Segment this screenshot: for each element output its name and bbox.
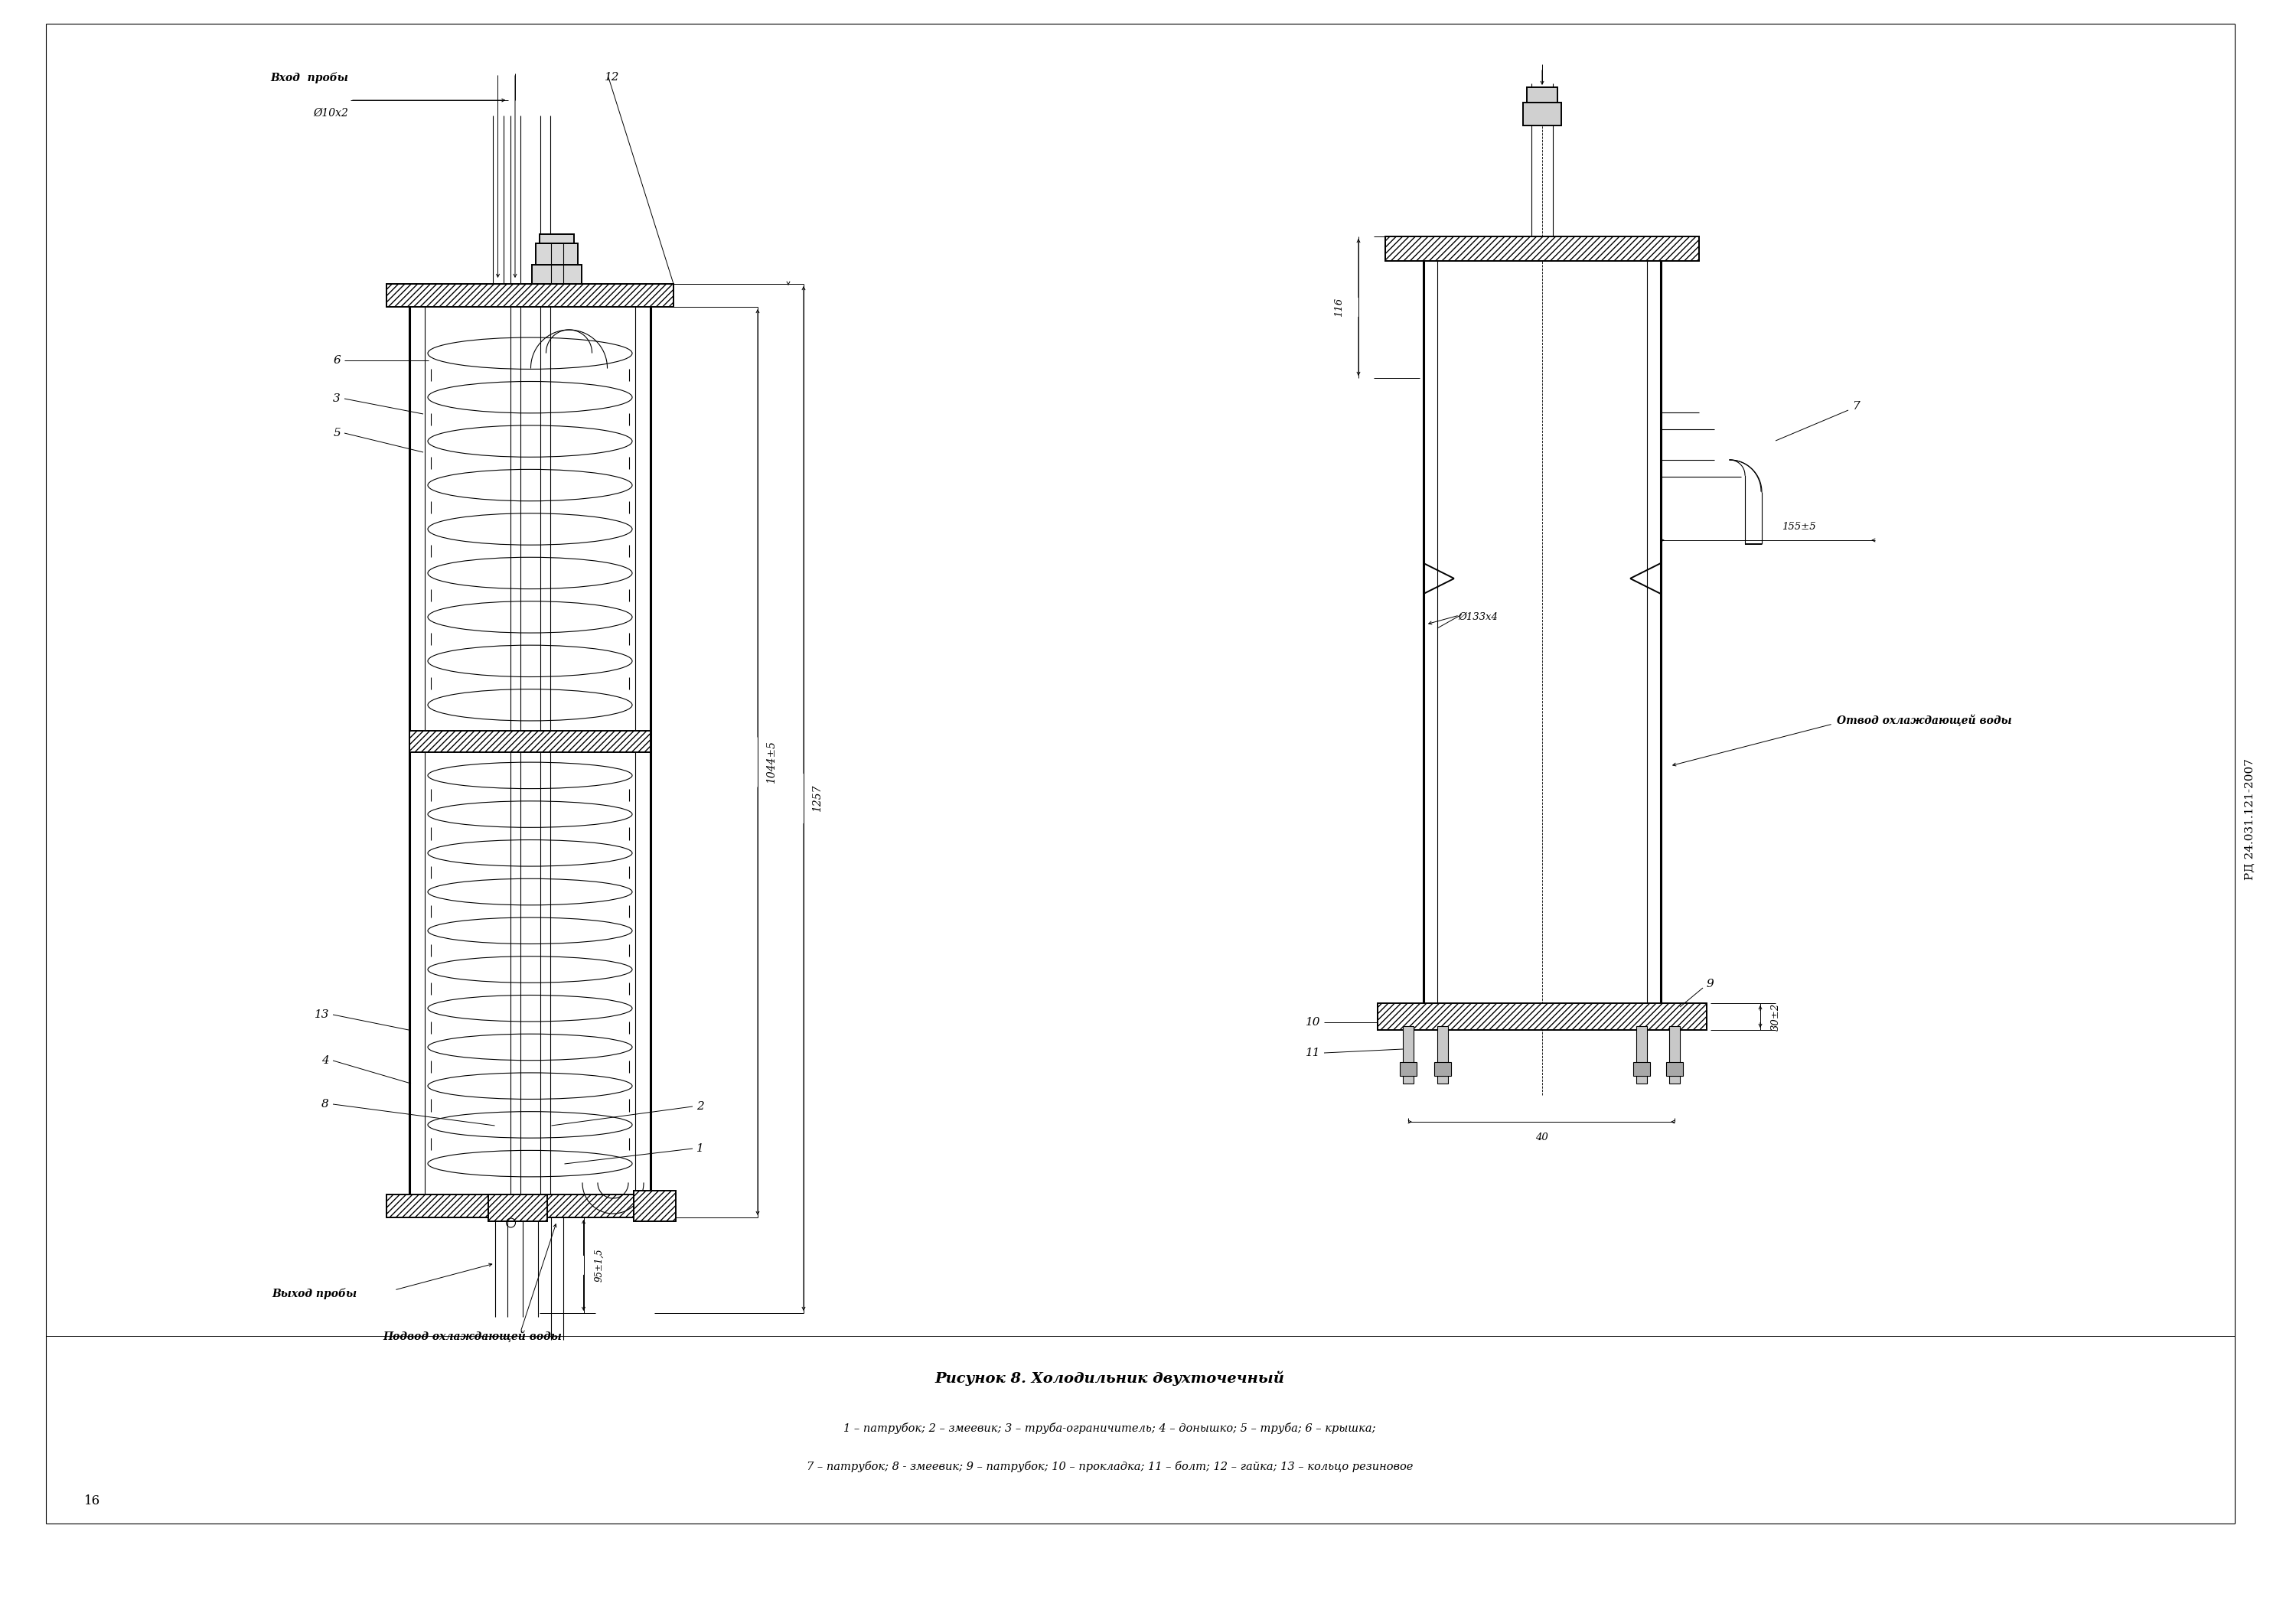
Bar	[1667, 1061, 1683, 1076]
Text: Подвод охлаждающей воды: Подвод охлаждающей воды	[383, 1331, 563, 1342]
Text: РД 24.031.121-2007: РД 24.031.121-2007	[2245, 758, 2255, 880]
Text: 4: 4	[321, 1055, 328, 1066]
Bar	[1637, 1026, 1646, 1084]
Text: 12: 12	[604, 71, 620, 83]
Text: 5: 5	[333, 428, 340, 438]
Text: 1 – патрубок; 2 – змеевик; 3 – труба-ограничитель; 4 – донышко; 5 – труба; 6 – к: 1 – патрубок; 2 – змеевик; 3 – труба-огр…	[843, 1422, 1375, 1433]
Text: 40: 40	[1536, 1133, 1548, 1143]
Bar	[540, 234, 574, 243]
Text: 9: 9	[1706, 979, 1715, 990]
Text: 11: 11	[1304, 1047, 1320, 1058]
Bar	[1401, 1061, 1417, 1076]
Text: 1: 1	[696, 1143, 705, 1154]
Text: Вход  пробы: Вход пробы	[271, 71, 349, 83]
Text: 1044±5: 1044±5	[767, 740, 776, 784]
Text: 155±5: 155±5	[1782, 521, 1816, 531]
Bar	[1669, 1026, 1681, 1084]
Text: Отвод охлаждающей воды: Отвод охлаждающей воды	[1837, 714, 2011, 725]
Bar	[1522, 102, 1561, 125]
Bar	[1435, 1061, 1451, 1076]
Text: Ø133x4: Ø133x4	[1458, 612, 1497, 622]
Text: Ø10x2: Ø10x2	[312, 107, 349, 118]
Bar	[1403, 1026, 1414, 1084]
Text: 7: 7	[1853, 401, 1860, 412]
Bar	[533, 265, 581, 284]
Bar	[1384, 237, 1699, 261]
Bar	[1437, 1026, 1449, 1084]
Bar	[1527, 88, 1557, 102]
Bar	[634, 1191, 675, 1220]
Text: 95±1,5: 95±1,5	[595, 1248, 604, 1282]
Text: 16: 16	[83, 1495, 101, 1508]
Bar	[409, 730, 650, 751]
Text: 116: 116	[1334, 297, 1343, 316]
Text: 30±2: 30±2	[1770, 1003, 1782, 1031]
Text: 13: 13	[315, 1010, 328, 1019]
Bar	[386, 284, 673, 307]
Bar	[535, 243, 579, 265]
Text: 8: 8	[321, 1099, 328, 1110]
Text: 3: 3	[333, 393, 340, 404]
Text: 10: 10	[1304, 1018, 1320, 1027]
Text: 1257: 1257	[813, 786, 822, 812]
Bar	[1378, 1003, 1706, 1031]
Text: Выход пробы: Выход пробы	[271, 1289, 356, 1300]
Bar	[386, 1195, 673, 1217]
Bar	[489, 1195, 546, 1220]
Text: 2: 2	[696, 1100, 705, 1112]
Text: 6: 6	[333, 355, 340, 365]
Bar	[1632, 1061, 1651, 1076]
Text: 7 – патрубок; 8 - змеевик; 9 – патрубок; 10 – прокладка; 11 – болт; 12 – гайка; : 7 – патрубок; 8 - змеевик; 9 – патрубок;…	[806, 1461, 1412, 1472]
Text: Рисунок 8. Холодильник двухточечный: Рисунок 8. Холодильник двухточечный	[934, 1371, 1283, 1386]
